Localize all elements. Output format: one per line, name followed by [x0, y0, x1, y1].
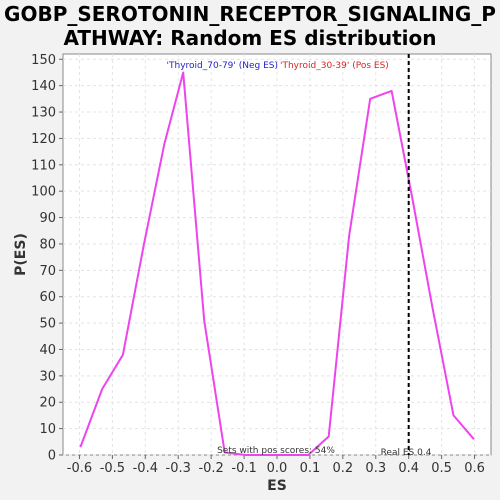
- y-tick-label: 20: [39, 396, 56, 411]
- y-tick-label: 90: [39, 211, 56, 226]
- y-tick-label: 130: [31, 106, 56, 121]
- x-tick-label: -0.1: [231, 461, 256, 476]
- x-tick-label: 0.3: [365, 461, 386, 476]
- y-tick-label: 60: [39, 290, 56, 305]
- y-tick-label: 40: [39, 343, 56, 358]
- y-tick-label: 0: [48, 449, 56, 464]
- y-tick-label: 100: [31, 185, 56, 200]
- y-tick-label: 80: [39, 237, 56, 252]
- x-tick-label: 0.1: [300, 461, 321, 476]
- grid-lines: [63, 54, 491, 456]
- sets-with-pos-scores-text: Sets with pos scores: 54%: [217, 446, 335, 456]
- y-tick-label: 110: [31, 158, 56, 173]
- neg-es-label: 'Thyroid_70-79' (Neg ES): [167, 61, 278, 71]
- x-tick-label: 0.6: [464, 461, 485, 476]
- chart-title-line-2: ATHWAY: Random ES distribution: [63, 26, 437, 50]
- y-tick-label: 120: [31, 132, 56, 147]
- x-tick-label: -0.5: [100, 461, 125, 476]
- x-axis-label: ES: [267, 478, 287, 494]
- series-layer: [79, 71, 475, 456]
- x-tick-label: -0.2: [198, 461, 223, 476]
- chart-title-line-1: GOBP_SEROTONIN_RECEPTOR_SIGNALING_P: [4, 2, 496, 26]
- x-tick-label: -0.4: [133, 461, 158, 476]
- y-tick-label: 150: [31, 53, 56, 68]
- x-tick-label: 0.5: [431, 461, 452, 476]
- y-tick-label: 140: [31, 79, 56, 94]
- x-tick-label: 0.2: [333, 461, 354, 476]
- es-distribution-line: [79, 71, 475, 456]
- y-axis-label: P(ES): [13, 233, 29, 276]
- x-tick-label: -0.6: [67, 461, 92, 476]
- y-tick-label: 50: [39, 317, 56, 332]
- y-tick-label: 10: [39, 422, 56, 437]
- pos-es-label: 'Thyroid_30-39' (Pos ES): [280, 61, 389, 71]
- x-tick-label: 0.4: [398, 461, 419, 476]
- y-tick-label: 70: [39, 264, 56, 279]
- real-es-text: Real ES 0.4: [381, 448, 432, 458]
- chart-title: GOBP_SEROTONIN_RECEPTOR_SIGNALING_P ATHW…: [0, 2, 500, 50]
- x-tick-label: -0.3: [166, 461, 191, 476]
- axes: -0.6 -0.5 -0.4 -0.3 -0.2 -0.1 0.0 0.1 0.2 0.3 0.4 0…: [31, 53, 485, 476]
- x-tick-label: 0.0: [267, 461, 288, 476]
- y-tick-label: 30: [39, 369, 56, 384]
